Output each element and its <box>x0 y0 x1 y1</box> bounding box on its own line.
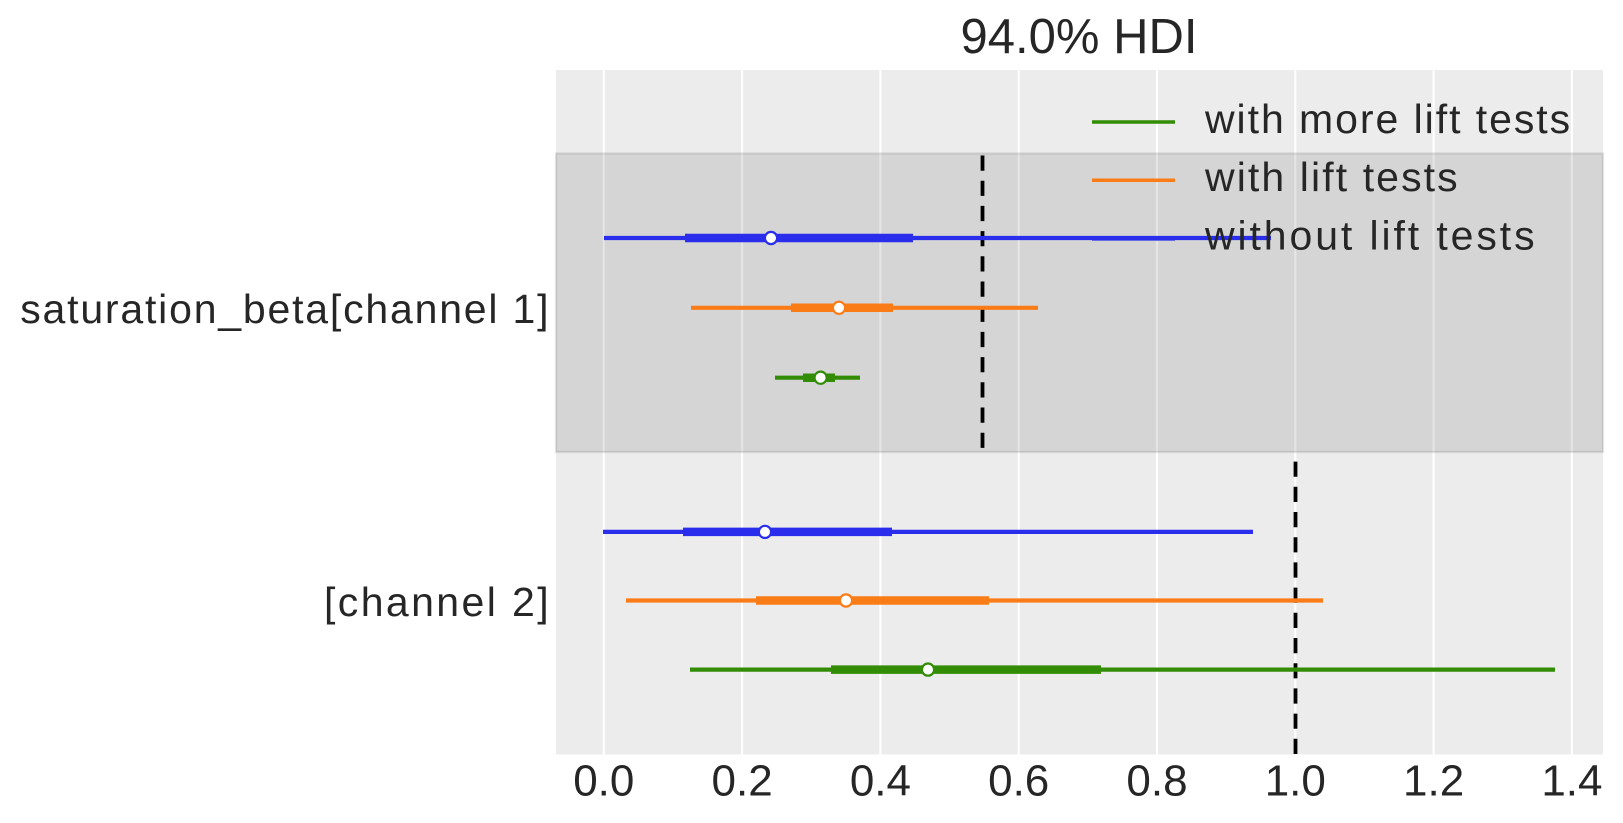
svg-text:[channel 2]: [channel 2] <box>324 579 551 625</box>
svg-text:saturation_beta[channel 1]: saturation_beta[channel 1] <box>20 286 550 332</box>
svg-text:0.0: 0.0 <box>573 757 634 806</box>
svg-text:0.8: 0.8 <box>1126 757 1187 806</box>
svg-text:0.6: 0.6 <box>988 757 1049 806</box>
svg-text:with lift tests: with lift tests <box>1204 154 1460 200</box>
svg-text:0.4: 0.4 <box>850 757 911 806</box>
svg-text:1.0: 1.0 <box>1265 757 1326 806</box>
svg-text:1.2: 1.2 <box>1403 757 1464 806</box>
svg-text:without lift tests: without lift tests <box>1204 213 1537 259</box>
svg-text:1.4: 1.4 <box>1541 757 1602 806</box>
svg-text:with more lift tests: with more lift tests <box>1204 96 1572 142</box>
svg-text:0.2: 0.2 <box>712 757 773 806</box>
svg-text:94.0% HDI: 94.0% HDI <box>961 10 1198 64</box>
